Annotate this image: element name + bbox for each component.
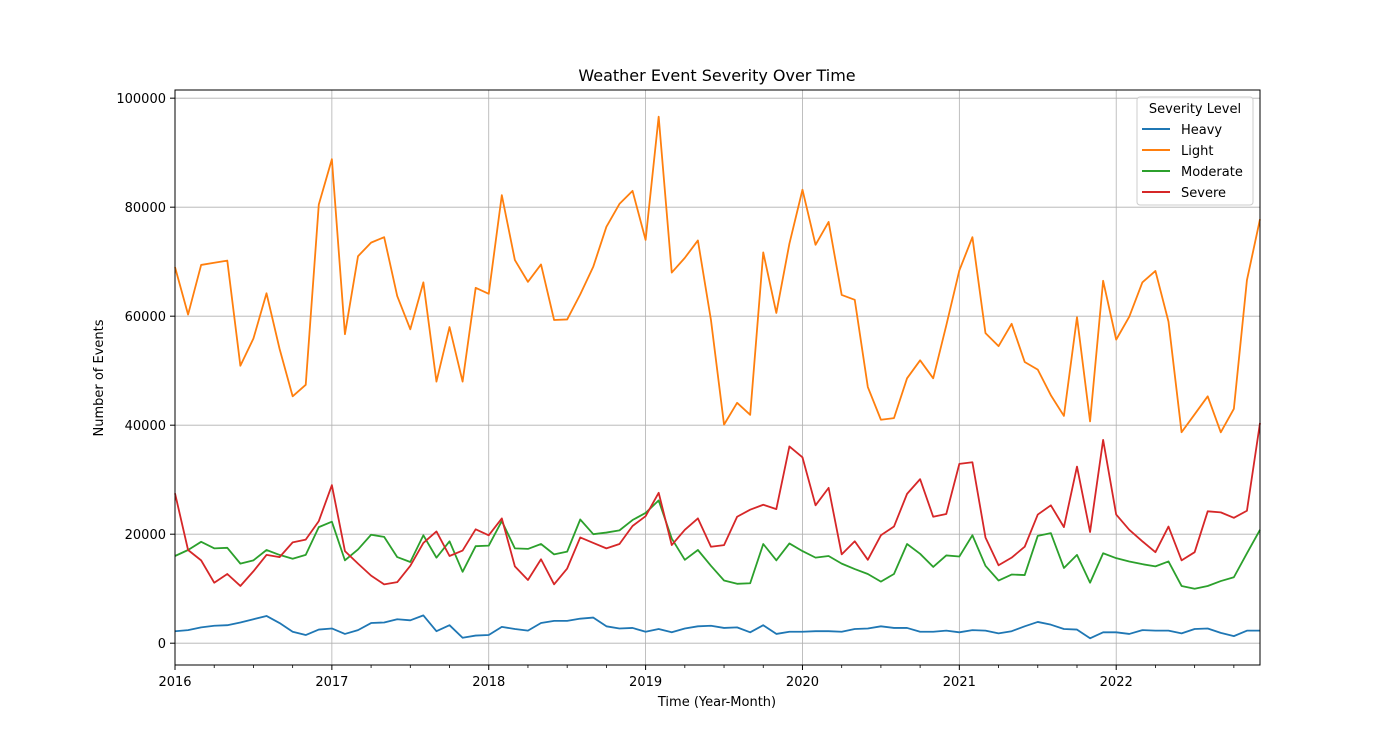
legend-items: Heavy Light Moderate Severe xyxy=(1142,123,1243,201)
y-tick-label: 80000 xyxy=(125,201,166,216)
legend-title: Severity Level xyxy=(1149,102,1241,117)
y-tick-label: 100000 xyxy=(116,92,166,107)
x-axis: 2016 2017 2018 2019 2020 2021 2022 xyxy=(158,665,1235,690)
x-tick-label: 2019 xyxy=(629,675,662,690)
legend-label-light: Light xyxy=(1181,144,1213,159)
legend-label-severe: Severe xyxy=(1181,186,1226,201)
series-layer xyxy=(174,115,1261,640)
y-axis: 0 20000 40000 60000 80000 100000 xyxy=(116,92,175,652)
legend: Severity Level Heavy Light Moderate Severe xyxy=(1136,96,1254,206)
series-line-light xyxy=(174,115,1261,434)
legend-label-moderate: Moderate xyxy=(1181,165,1243,180)
y-axis-title: Number of Events xyxy=(92,319,107,436)
plot-frame xyxy=(174,89,1261,666)
series-line-severe xyxy=(174,422,1261,587)
x-tick-label: 2021 xyxy=(943,675,976,690)
x-tick-label: 2017 xyxy=(315,675,348,690)
series-line-moderate xyxy=(174,499,1261,590)
y-tick-label: 0 xyxy=(158,637,166,652)
x-axis-title: Time (Year-Month) xyxy=(657,695,776,710)
x-tick-label: 2020 xyxy=(786,675,819,690)
x-tick-label: 2022 xyxy=(1100,675,1133,690)
legend-label-heavy: Heavy xyxy=(1181,123,1222,138)
x-tick-label: 2016 xyxy=(158,675,191,690)
grid-layer xyxy=(174,90,1260,665)
y-tick-label: 40000 xyxy=(125,419,166,434)
y-tick-label: 60000 xyxy=(125,310,166,325)
chart-title: Weather Event Severity Over Time xyxy=(578,66,855,85)
y-tick-label: 20000 xyxy=(125,528,166,543)
series-line-heavy xyxy=(174,614,1260,640)
legend-box xyxy=(1136,96,1254,206)
x-tick-label: 2018 xyxy=(472,675,505,690)
